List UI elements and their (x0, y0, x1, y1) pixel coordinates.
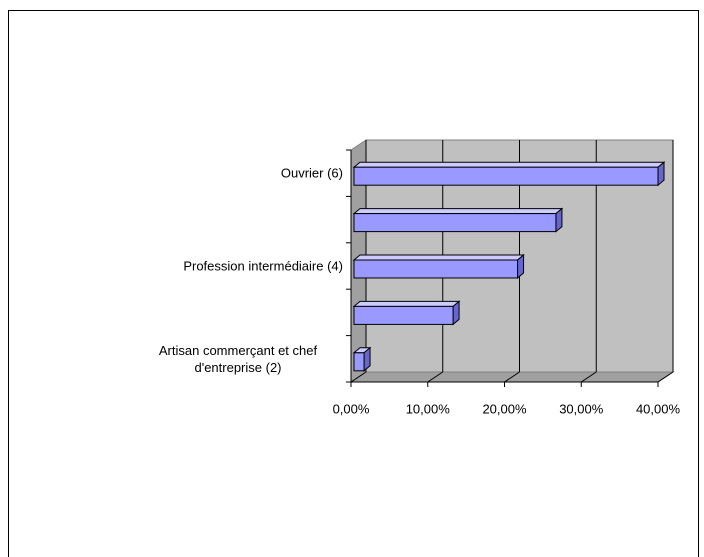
grid-line (504, 371, 520, 383)
bar-front (353, 352, 365, 372)
x-tick-label: 20,00% (482, 401, 527, 416)
bar (352, 207, 564, 233)
bar-top (352, 254, 525, 261)
x-tick-label: 10,00% (406, 401, 451, 416)
bar (352, 161, 666, 187)
x-tick-label: 0,00% (333, 401, 370, 416)
y-tick-label: Artisan commerçant et chef d'entreprise … (158, 342, 318, 375)
bar-top (352, 208, 564, 215)
bar (352, 300, 461, 326)
bar (352, 346, 372, 372)
bar-front (353, 166, 659, 186)
bar-front (353, 213, 557, 233)
bar (352, 253, 525, 280)
grid-line (580, 371, 597, 383)
grid-line (657, 371, 674, 383)
x-tick-label: 40,00% (636, 401, 681, 416)
grid-line (427, 371, 444, 383)
bar-top (352, 300, 461, 307)
y-tick-label: Profession intermédiaire (4) (183, 258, 343, 274)
grid-line (350, 371, 367, 383)
x-tick-label: 30,00% (559, 401, 604, 416)
bar-top (352, 161, 666, 168)
y-tick-label: Ouvrier (6) (280, 165, 343, 181)
bar-front (353, 305, 454, 325)
bar-front (353, 259, 519, 279)
